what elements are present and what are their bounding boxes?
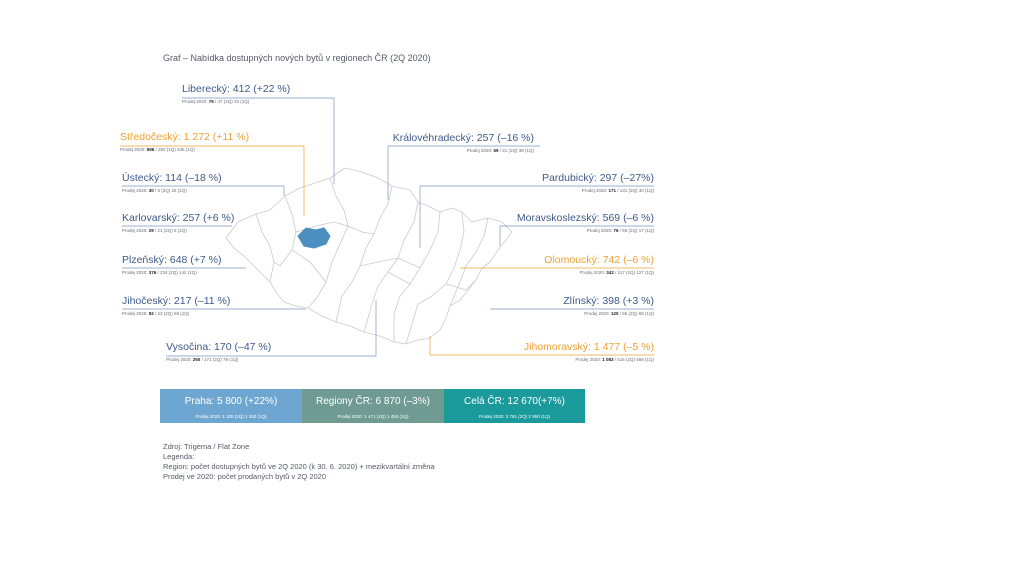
legend-region: Region: počet dostupných bytů ve 2Q 2020… — [163, 462, 435, 471]
region-label-jihocesky: Jihočeský: 217 (–11 %) Prodej 2020: 92 /… — [122, 295, 231, 316]
summary-box-praha: Praha: 5 800 (+22%) Prodej 2020: 1 100 (… — [160, 389, 302, 423]
region-label-olomoucky: Olomoucký: 742 (–6 %) Prodej 2020: 342 /… — [544, 254, 654, 275]
region-label-liberecky: Liberecký: 412 (+22 %) Prodej 2020: 79 /… — [182, 83, 291, 104]
summary-boxes: Praha: 5 800 (+22%) Prodej 2020: 1 100 (… — [160, 389, 585, 423]
country-border — [225, 167, 513, 345]
region-label-zlinsky: Zlínský: 398 (+3 %) Prodej 2020: 120 / 5… — [563, 295, 654, 316]
source-line: Zdroj: Trigema / Flat Zone — [163, 442, 250, 451]
legend-prodej: Prodej ve 2020: počet prodaných bytů v 2… — [163, 472, 327, 481]
map-outline — [225, 167, 513, 345]
region-label-plzensky: Plzeňský: 648 (+7 %) Prodej 2020: 376 / … — [122, 254, 222, 275]
region-label-kralovehradecky: Královéhradecký: 257 (–16 %) Prodej 2020… — [392, 132, 534, 153]
summary-box-cela-cr: Celá ČR: 12 670(+7%) Prodej 2020: 2 781 … — [444, 389, 585, 423]
region-label-vysocina: Vysočina: 170 (–47 %) Prodej 2020: 250 /… — [166, 341, 272, 362]
legend-heading: Legenda: — [163, 452, 195, 461]
region-label-moravskoslezsky: Moravskoslezský: 569 (–6 %) Prodej 2020:… — [516, 212, 654, 233]
leader-lines — [120, 97, 654, 357]
region-label-ustecky: Ústecký: 114 (–18 %) Prodej 2020: 30 / 5… — [122, 172, 222, 193]
region-label-stredocesky: Středočeský: 1 272 (+11 %) Prodej 2020: … — [120, 131, 250, 152]
region-label-jihomoravsky: Jihomoravský: 1 477 (–5 %) Prodej 2020: … — [523, 341, 654, 362]
praha-region-shape — [297, 227, 331, 249]
region-label-pardubicky: Pardubický: 297 (–27%) Prodej 2020: 171 … — [541, 172, 654, 193]
region-label-karlovarsky: Karlovarský: 257 (+6 %) Prodej 2020: 29 … — [122, 212, 235, 233]
summary-box-regiony: Regiony ČR: 6 870 (–3%) Prodej 2020: 1 4… — [302, 389, 444, 423]
source-notes: Zdroj: Trigema / Flat Zone Legenda: Regi… — [163, 442, 435, 482]
chart-title: Graf – Nabídka dostupných nových bytů v … — [163, 53, 431, 63]
